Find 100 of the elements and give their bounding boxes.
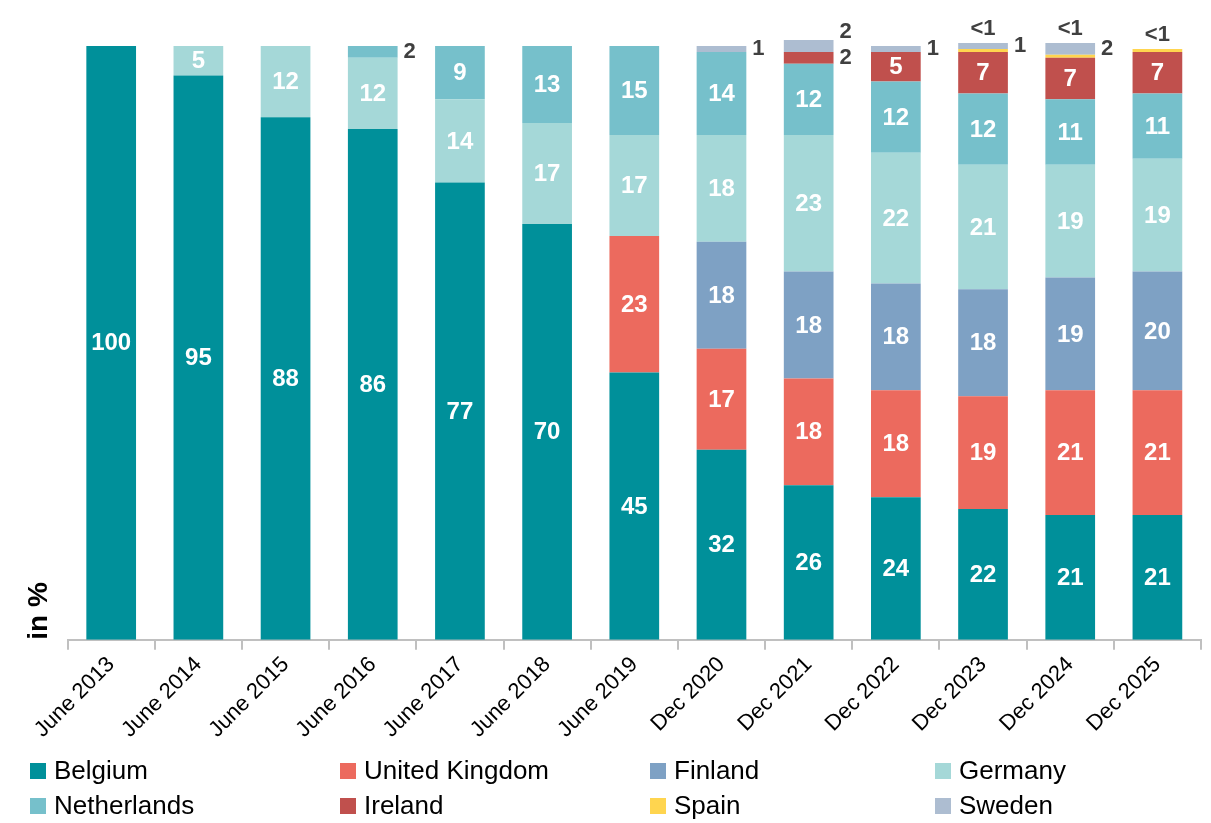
bar [871,152,921,284]
data-label: 2 [839,43,852,69]
data-label: 19 [1056,206,1084,234]
data-label: 2 [403,37,416,63]
bar [958,42,1008,49]
legend-label: Belgium [54,754,148,787]
data-label: 21 [1144,438,1171,466]
bar [1132,48,1183,52]
data-label: 7 [976,58,990,86]
data-label: 18 [708,280,735,308]
data-label: 17 [708,384,735,412]
data-label: <1 [970,15,996,41]
bar [435,45,485,100]
bar [347,57,398,130]
data-label: 1 [752,34,765,60]
bar [1045,164,1096,278]
data-label: 13 [533,70,561,98]
data-label: 70 [533,417,561,445]
bar [783,63,834,135]
bar [347,45,398,58]
bar [1132,271,1183,391]
data-label: 7 [1150,58,1165,86]
data-label: 18 [795,417,823,445]
data-label: 21 [1144,562,1171,590]
data-label: 18 [969,328,997,356]
bar [783,485,834,640]
data-label: 32 [708,530,735,558]
data-label: 95 [185,343,212,371]
data-label: 17 [533,159,561,187]
bar [696,45,747,52]
bar [1045,42,1096,55]
legend-label: Spain [674,789,741,822]
bar [260,117,311,640]
data-label: 12 [969,114,997,142]
data-label: <1 [1144,20,1170,46]
legend-label: United Kingdom [364,754,549,787]
bar [522,123,572,225]
data-label: 21 [1056,562,1084,590]
bar [1045,57,1096,100]
bar [871,497,921,640]
data-label: 1 [1013,32,1027,57]
bar [871,45,921,52]
data-label: 77 [446,396,474,424]
data-label: 2 [1101,34,1114,60]
bar [958,48,1008,52]
bar [958,396,1008,510]
bar [783,135,834,272]
bar [958,509,1008,640]
data-label: 19 [1056,319,1084,347]
data-label: 12 [882,102,910,130]
legend-label: Netherlands [54,789,195,822]
bar [696,51,747,135]
bar [1045,99,1096,165]
bar [1045,514,1096,640]
data-label: 1 [926,34,939,60]
data-label: 17 [620,171,648,199]
bar [871,81,921,153]
data-label: 11 [1057,117,1083,145]
data-label: 45 [620,491,648,519]
bar [783,271,834,379]
data-label: 18 [882,322,910,350]
data-label: 100 [91,328,132,356]
data-label: 26 [795,548,823,576]
data-label: 2 [839,17,852,43]
data-label: 18 [882,429,910,457]
bar [609,45,660,135]
bar [1132,514,1183,640]
bar [871,283,921,391]
bar [871,390,921,498]
bar [1132,51,1183,94]
bar [173,75,224,640]
data-label: 20 [1144,316,1171,344]
bar [958,289,1008,397]
data-label: 12 [272,67,299,95]
bar [522,45,572,124]
bar [783,51,834,64]
data-label: 12 [795,85,823,112]
bar [783,40,834,52]
bar [609,235,660,373]
data-label: 19 [1144,200,1171,228]
data-label: 11 [1144,111,1171,139]
data-label: 23 [795,188,823,216]
bar [173,45,224,76]
data-label: 19 [969,438,997,466]
data-label: 12 [359,79,387,107]
bar [1132,93,1183,159]
data-label: 24 [882,554,910,582]
data-label: 21 [969,212,997,240]
bar [871,51,921,82]
y-axis-title: in % [21,582,53,640]
legend-label: Finland [674,754,760,787]
legend-label: Ireland [364,789,444,822]
bar [958,93,1008,165]
bar [609,135,660,236]
data-label: 5 [889,52,903,80]
legend-label: Germany [959,754,1066,787]
bar [696,348,747,450]
data-label: 88 [272,364,299,392]
data-label: 22 [969,559,997,587]
bar [696,449,747,640]
